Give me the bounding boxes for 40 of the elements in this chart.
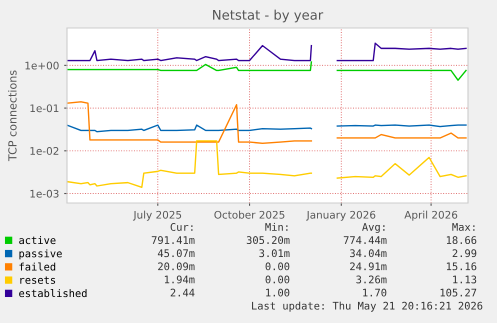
y-axis-title: TCP connections	[8, 70, 17, 162]
text: Cur:	[170, 223, 192, 231]
x-tick-label: July 2025	[132, 210, 182, 221]
text: 1.94m	[164, 276, 195, 284]
legend-label: passive	[19, 249, 62, 260]
y-tick-label: 1e-02	[30, 147, 58, 155]
text: Avg:	[362, 223, 384, 233]
text: 305.20m	[246, 236, 290, 244]
text: 774.44m	[344, 236, 387, 244]
text: 24.91m	[350, 262, 387, 270]
text: 45.07m	[158, 249, 195, 258]
text: 1.00	[266, 288, 290, 297]
text: 18.66	[446, 236, 476, 244]
legend-label: failed	[20, 262, 56, 271]
x-tick-label: October 2025	[214, 210, 284, 219]
text: 34.04m	[350, 249, 387, 258]
x-tick-label: January 2026	[306, 210, 376, 221]
x-tick-label: April 2026	[404, 210, 458, 221]
text: 0.00	[266, 262, 290, 270]
text: 15.16	[446, 262, 476, 270]
chart-title: Netstat - by year	[213, 10, 324, 22]
text: 1.70	[363, 288, 386, 297]
y-tick-label: 1e-03	[30, 190, 59, 198]
text: Max:	[452, 223, 474, 231]
legend-label: active	[19, 236, 56, 244]
legend-label: established	[19, 289, 87, 298]
text: 3.01m	[259, 249, 290, 258]
text: 20.09m	[158, 262, 195, 270]
text: 2.44	[170, 288, 195, 296]
text: 2.99	[452, 249, 476, 258]
text: 3.26m	[356, 276, 387, 284]
text: 0.00	[266, 276, 290, 284]
legend-label: resets	[20, 276, 56, 284]
text: 105.27	[440, 288, 476, 297]
text: Last update: Thu May 21 20:16:21 2026	[252, 302, 482, 312]
y-tick-label: 1e+00	[25, 62, 59, 70]
text: Min:	[265, 222, 288, 231]
text: 791.41m	[152, 236, 195, 244]
text: 1.13	[453, 276, 476, 284]
y-tick-label: 1e-01	[30, 104, 58, 112]
